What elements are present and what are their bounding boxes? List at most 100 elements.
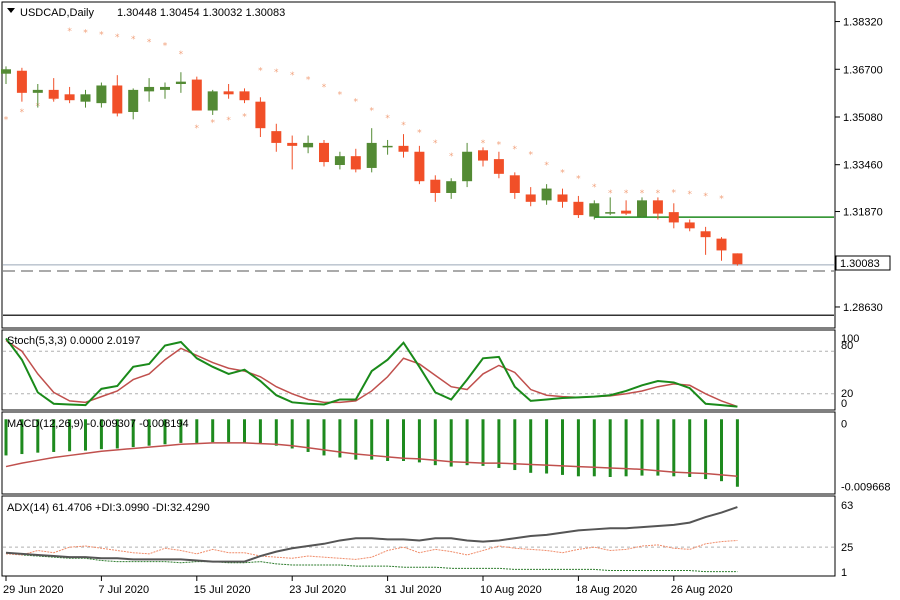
candle-body	[223, 91, 234, 95]
sar-dot: *	[242, 112, 247, 122]
stoch-title: Stoch(5,3,3) 0.0000 2.0197	[7, 335, 140, 347]
macd-pane-frame	[1, 411, 836, 495]
candle-body	[96, 85, 107, 104]
candle	[732, 253, 743, 266]
candle-body	[605, 212, 616, 214]
time-tick-label: 18 Aug 2020	[575, 584, 637, 596]
main-level-lines	[3, 216, 834, 316]
candle-body	[382, 145, 393, 148]
candle-body	[525, 194, 536, 202]
candle-body	[509, 175, 520, 193]
current-price-label: 1.30083	[840, 258, 880, 270]
candle	[303, 135, 314, 154]
price-tick-label: 1.33460	[843, 160, 883, 172]
candle	[589, 200, 600, 220]
macd-tick-label: -0.009668	[841, 482, 891, 494]
candlestick-series	[1, 66, 743, 266]
candle	[271, 123, 282, 152]
candle	[334, 151, 345, 170]
candle	[446, 178, 457, 199]
candle-body	[144, 86, 155, 92]
adx-pane-frame	[1, 495, 836, 577]
chart-menu-triangle-icon[interactable]	[7, 8, 15, 13]
candle-body	[684, 222, 695, 229]
sar-dot: *	[481, 139, 486, 149]
candle	[430, 175, 441, 202]
candle-body	[541, 188, 552, 201]
candle	[207, 89, 218, 115]
sar-dot: *	[672, 188, 677, 198]
sar-dot: *	[20, 108, 25, 118]
sar-dot: *	[401, 121, 406, 131]
main-title: USDCAD,Daily	[20, 7, 94, 19]
macd-tick-label: 0	[841, 418, 847, 430]
candle-body	[700, 231, 711, 238]
sar-dot: *	[608, 189, 613, 199]
candle-body	[207, 91, 218, 111]
candle-body	[589, 203, 600, 217]
candle	[223, 84, 234, 99]
candle-body	[430, 179, 441, 193]
sar-dot: *	[322, 83, 327, 93]
sar-dot: *	[4, 115, 9, 125]
sar-dot: *	[163, 42, 168, 52]
candle-body	[48, 89, 59, 99]
candle-body	[732, 253, 743, 265]
candle-body	[191, 79, 202, 111]
candle-body	[652, 200, 663, 214]
price-tick-label: 1.28630	[843, 302, 883, 314]
candle-body	[319, 142, 329, 163]
candle-body	[112, 85, 123, 114]
sar-dot: *	[83, 28, 88, 38]
stoch-tick-label: 0	[841, 398, 847, 410]
sar-dot: *	[576, 174, 581, 184]
sar-dot: *	[258, 67, 263, 77]
candle	[478, 147, 488, 167]
candle-body	[350, 156, 361, 170]
sar-dot: *	[354, 98, 359, 108]
candle	[112, 75, 123, 117]
candle-body	[271, 131, 282, 143]
candle	[16, 67, 27, 102]
candle	[573, 195, 584, 219]
sar-dot: *	[67, 27, 72, 37]
sar-dot: *	[226, 116, 231, 126]
candle	[398, 134, 409, 158]
candle-body	[668, 212, 679, 223]
stoch-tick-label: 20	[841, 388, 853, 400]
candle-body	[462, 151, 473, 182]
time-tick-label: 15 Jul 2020	[194, 584, 251, 596]
candle	[541, 184, 552, 205]
time-tick-label: 26 Aug 2020	[671, 584, 733, 596]
sar-dot: *	[210, 118, 215, 128]
candle	[64, 86, 75, 104]
candle-body	[80, 94, 91, 102]
candle	[668, 203, 679, 229]
candle-body	[32, 89, 43, 93]
sar-dot: *	[306, 76, 311, 86]
sar-dot: *	[449, 152, 454, 162]
candle-body	[446, 181, 457, 193]
candle	[128, 88, 139, 120]
candle	[32, 84, 43, 108]
candle	[160, 82, 170, 99]
sar-dot: *	[369, 107, 374, 117]
candle-body	[334, 156, 345, 165]
sar-dot: *	[385, 114, 390, 124]
candle	[175, 72, 186, 93]
candle	[366, 128, 377, 173]
adx-tick-label: 1	[841, 567, 847, 579]
sar-dot: *	[640, 189, 645, 199]
candle-body	[716, 238, 727, 251]
adx-series: 63 25 1	[3, 500, 853, 579]
candle-body	[414, 151, 425, 182]
candle-body	[175, 81, 186, 84]
candle-body	[1, 69, 11, 74]
time-tick-label: 23 Jul 2020	[289, 584, 346, 596]
candle-body	[160, 86, 170, 90]
adx-minus-di-line	[5, 552, 738, 573]
macd-title: MACD(12,26,9) -0.009307 -0.008194	[7, 418, 189, 430]
main-price-axis: 1.38320 1.36700 1.35080 1.33460 1.31870 1.286…	[835, 17, 883, 314]
